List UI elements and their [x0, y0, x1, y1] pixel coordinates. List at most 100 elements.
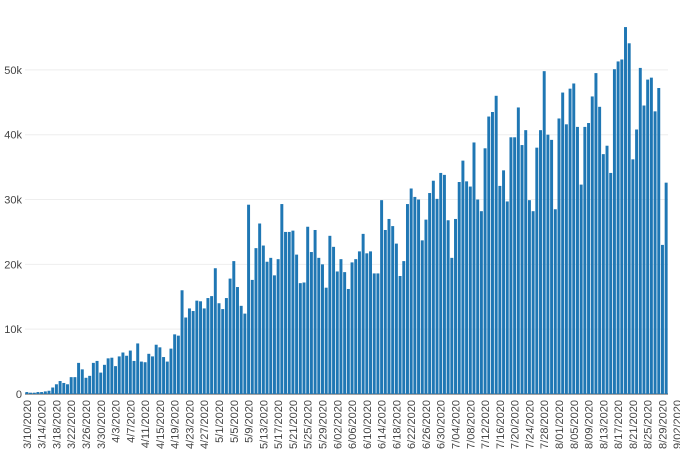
bar[interactable] — [612, 69, 616, 394]
bar[interactable] — [520, 145, 524, 394]
bar[interactable] — [642, 105, 646, 394]
bar[interactable] — [476, 199, 480, 394]
bar[interactable] — [531, 211, 535, 394]
bar[interactable] — [221, 309, 225, 394]
bar[interactable] — [158, 347, 162, 394]
bar[interactable] — [479, 211, 483, 394]
bar[interactable] — [483, 148, 487, 394]
bar[interactable] — [339, 259, 343, 394]
bar[interactable] — [154, 344, 158, 394]
bar[interactable] — [287, 231, 291, 394]
bar[interactable] — [147, 353, 151, 394]
bar[interactable] — [431, 180, 435, 394]
bar[interactable] — [265, 261, 269, 394]
bar[interactable] — [106, 358, 110, 394]
bar[interactable] — [387, 218, 391, 394]
bar[interactable] — [391, 226, 395, 394]
bar[interactable] — [468, 186, 472, 394]
bar[interactable] — [609, 172, 613, 394]
bar[interactable] — [180, 290, 184, 394]
bar[interactable] — [51, 387, 55, 394]
bar[interactable] — [461, 160, 465, 394]
bar[interactable] — [295, 254, 299, 394]
bar[interactable] — [243, 313, 247, 394]
bar[interactable] — [210, 296, 214, 394]
bar[interactable] — [232, 261, 236, 394]
bar[interactable] — [206, 298, 210, 394]
bar[interactable] — [224, 298, 228, 394]
bar[interactable] — [572, 83, 576, 394]
bar[interactable] — [125, 355, 129, 394]
bar[interactable] — [502, 170, 506, 394]
bar[interactable] — [542, 71, 546, 394]
bar[interactable] — [54, 384, 58, 394]
bar[interactable] — [513, 137, 517, 394]
bar[interactable] — [505, 201, 509, 394]
bar[interactable] — [69, 377, 73, 394]
bar[interactable] — [420, 240, 424, 394]
bar[interactable] — [550, 139, 554, 394]
bar[interactable] — [254, 248, 258, 394]
bar[interactable] — [624, 27, 627, 394]
bar[interactable] — [47, 390, 51, 394]
bar[interactable] — [457, 182, 461, 394]
bar[interactable] — [361, 233, 365, 394]
bar[interactable] — [583, 126, 587, 395]
bar[interactable] — [165, 361, 169, 394]
bar[interactable] — [564, 124, 568, 395]
bar[interactable] — [539, 130, 542, 394]
bar[interactable] — [557, 118, 561, 394]
bar[interactable] — [631, 159, 635, 394]
bar[interactable] — [546, 134, 550, 395]
bar[interactable] — [490, 112, 494, 394]
bar[interactable] — [376, 273, 380, 394]
bar[interactable] — [524, 130, 528, 394]
bar[interactable] — [527, 200, 531, 394]
bar[interactable] — [439, 172, 443, 394]
bar[interactable] — [88, 375, 92, 394]
bar[interactable] — [317, 257, 321, 394]
bar[interactable] — [561, 92, 565, 394]
bar[interactable] — [95, 360, 99, 394]
bar[interactable] — [250, 279, 254, 394]
bar[interactable] — [635, 129, 639, 394]
bar[interactable] — [350, 262, 354, 394]
bar[interactable] — [302, 282, 306, 394]
bar[interactable] — [58, 381, 62, 394]
bar[interactable] — [117, 356, 121, 394]
bar[interactable] — [335, 271, 339, 394]
bar[interactable] — [25, 392, 29, 394]
bar[interactable] — [553, 209, 557, 394]
bar[interactable] — [202, 308, 206, 394]
bar[interactable] — [102, 364, 106, 394]
bar[interactable] — [298, 283, 302, 394]
bar[interactable] — [40, 392, 44, 394]
bar[interactable] — [394, 243, 398, 394]
bar[interactable] — [494, 95, 498, 395]
bar[interactable] — [516, 107, 520, 394]
bar[interactable] — [136, 343, 140, 394]
bar[interactable] — [446, 220, 450, 394]
bar[interactable] — [405, 204, 409, 394]
bar[interactable] — [413, 196, 417, 394]
bar[interactable] — [487, 116, 491, 394]
bar[interactable] — [162, 357, 166, 394]
bar[interactable] — [590, 96, 594, 394]
bar[interactable] — [498, 185, 502, 394]
bar[interactable] — [417, 199, 421, 394]
bar[interactable] — [66, 384, 69, 394]
bar[interactable] — [284, 231, 288, 394]
bar[interactable] — [99, 372, 103, 394]
bar[interactable] — [110, 357, 114, 394]
bar[interactable] — [151, 356, 154, 394]
bar[interactable] — [121, 352, 125, 394]
bar[interactable] — [435, 198, 439, 394]
bar[interactable] — [601, 154, 605, 394]
bar[interactable] — [627, 43, 631, 395]
bar[interactable] — [84, 377, 88, 394]
bar[interactable] — [217, 303, 221, 394]
bar[interactable] — [646, 79, 650, 394]
bar[interactable] — [424, 219, 428, 394]
bar[interactable] — [664, 182, 668, 394]
bar[interactable] — [354, 259, 358, 394]
